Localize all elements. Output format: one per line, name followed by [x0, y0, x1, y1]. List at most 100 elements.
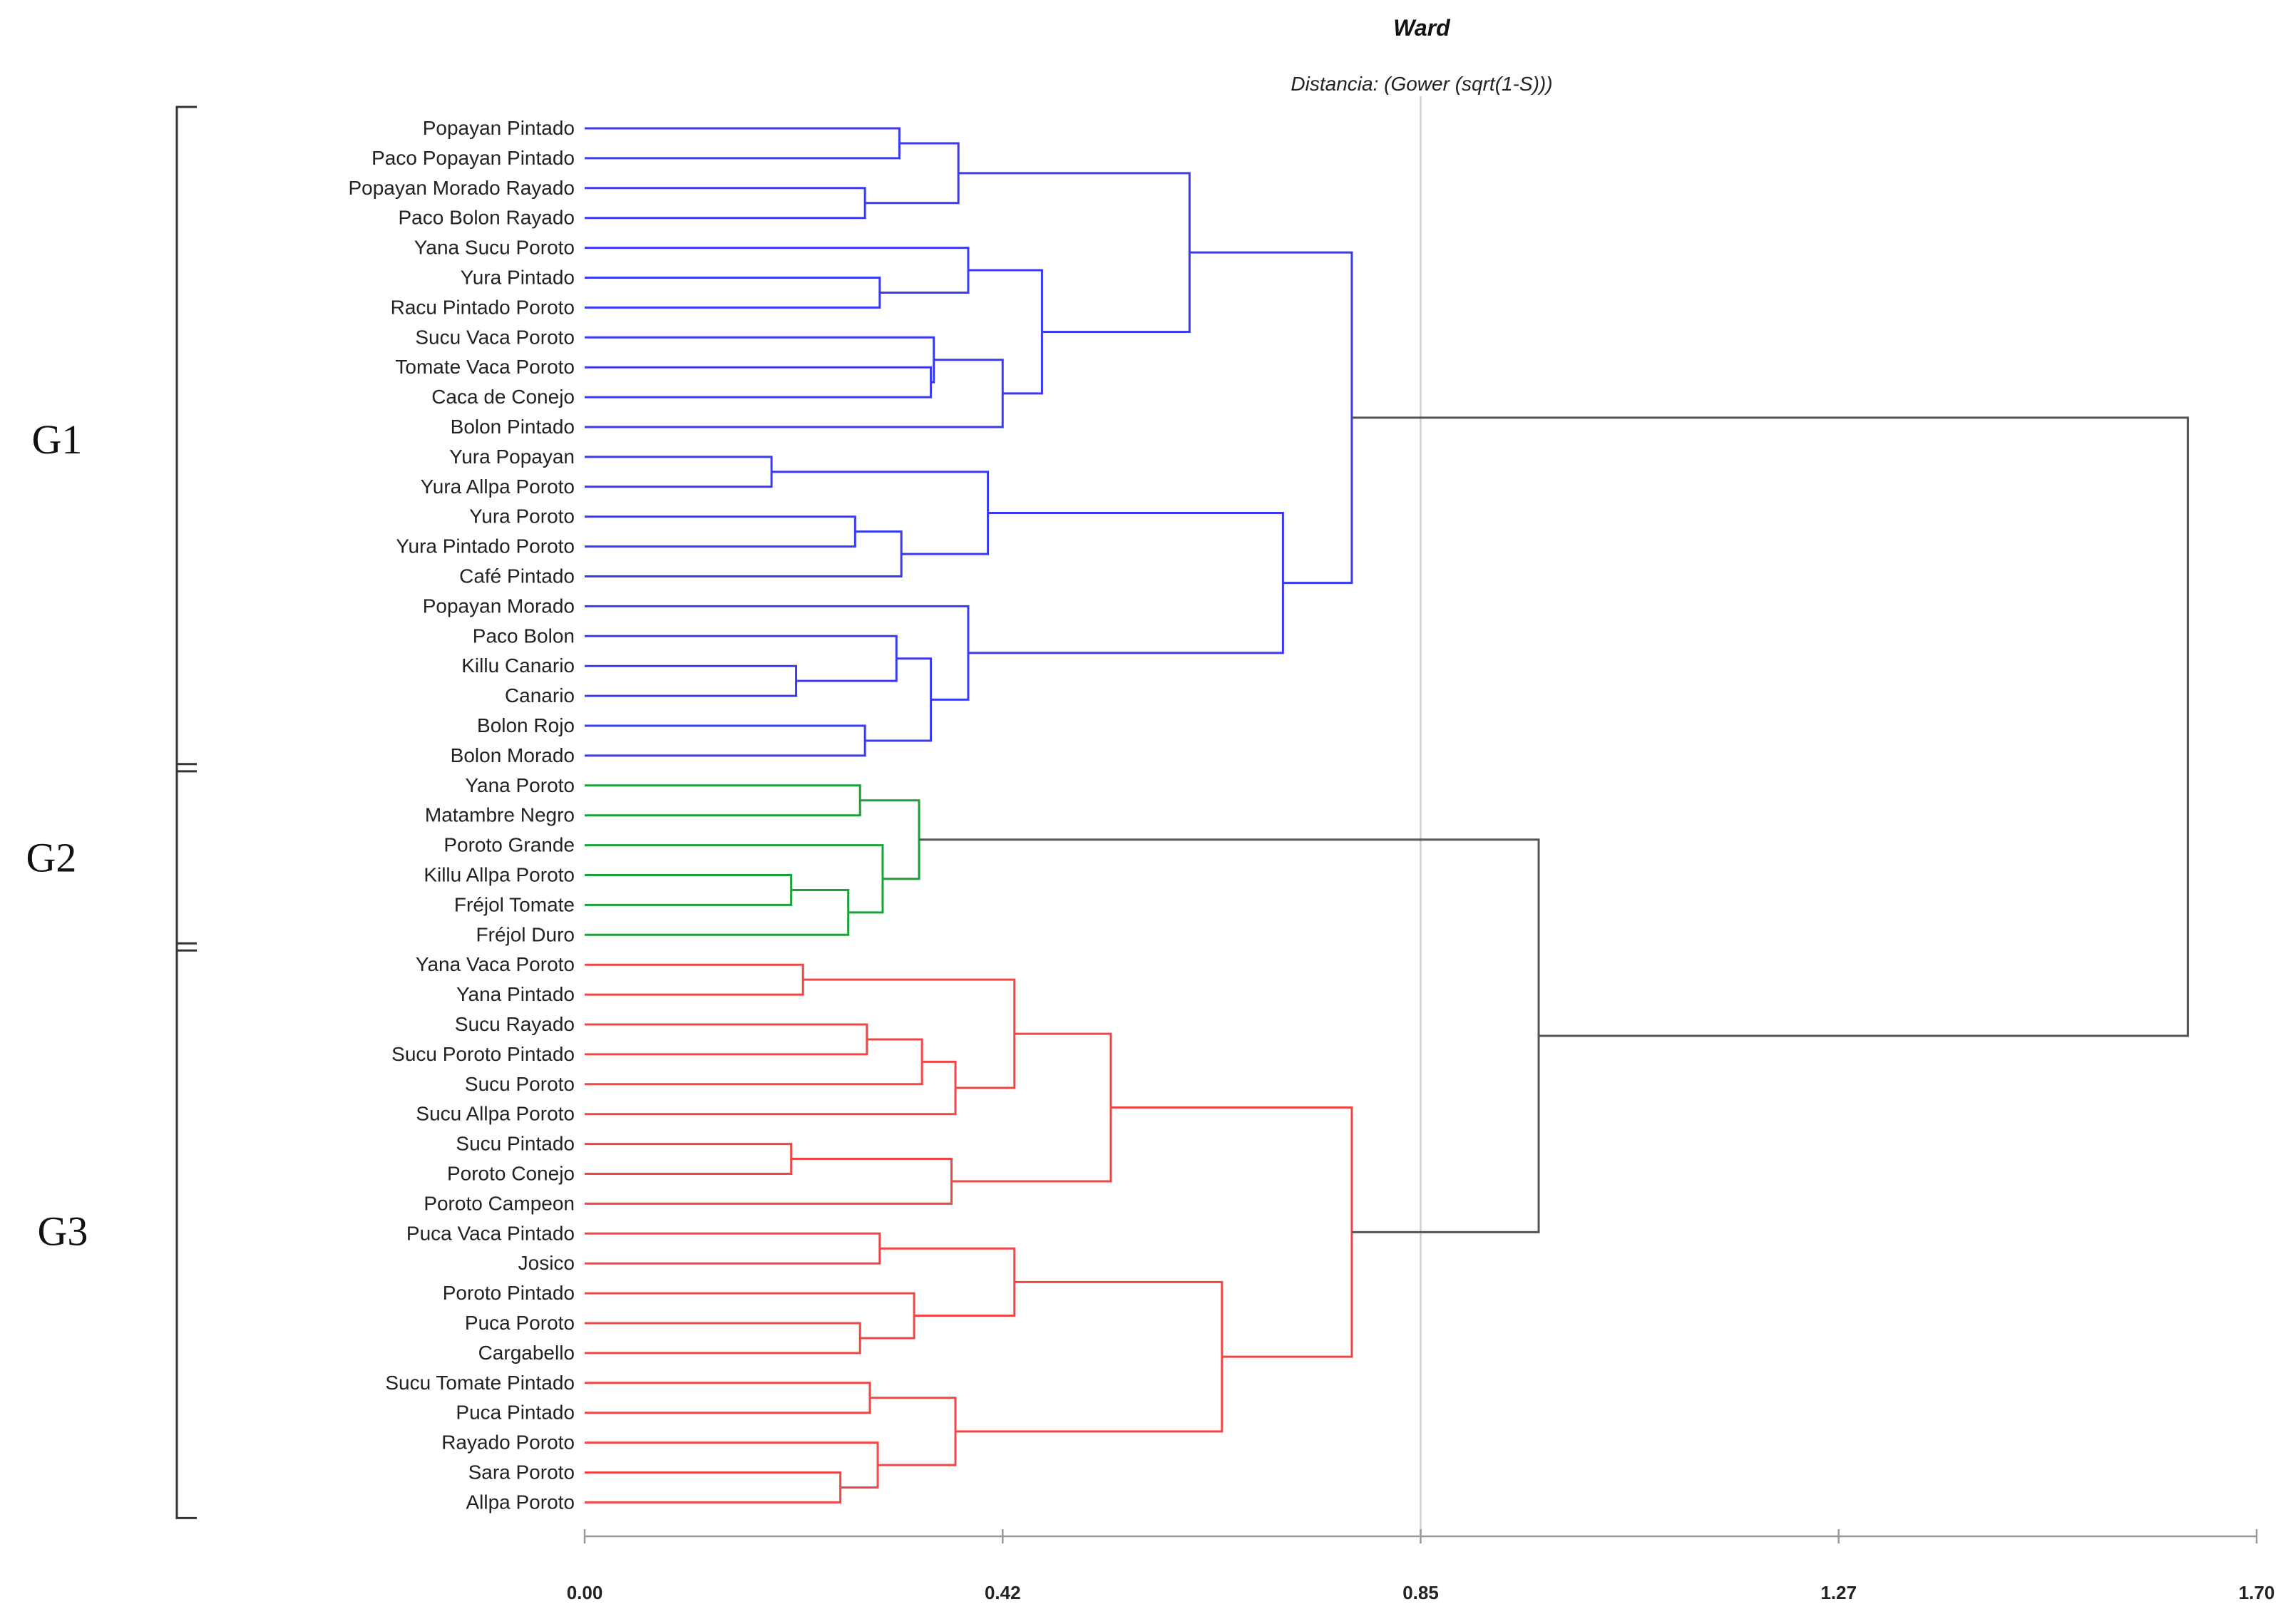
leaf-label: Bolon Rojo: [477, 714, 575, 736]
leaf-label: Yana Poroto: [465, 774, 575, 796]
leaf-label: Racu Pintado Poroto: [391, 296, 575, 318]
cluster-link: [1351, 416, 2189, 1037]
cluster-link: [879, 1247, 1016, 1317]
x-tick-label: 0.00: [567, 1582, 603, 1603]
cluster-link: [585, 1322, 861, 1355]
leaf-label: Allpa Poroto: [466, 1491, 575, 1513]
cluster-link: [585, 530, 903, 577]
leaf-label: Fréjol Tomate: [454, 893, 575, 915]
leaf-label: Sucu Tomate Pintado: [385, 1372, 575, 1394]
cluster-link: [585, 963, 804, 996]
cluster-link: [1110, 1106, 1353, 1358]
cluster-link: [958, 172, 1191, 333]
leaf-label: Sara Poroto: [468, 1461, 575, 1484]
cluster-link: [865, 142, 960, 205]
leaf-label: Fréjol Duro: [476, 923, 575, 945]
leaf-label: Matambre Negro: [425, 804, 575, 826]
cluster-link: [968, 511, 1284, 654]
cluster-link: [585, 187, 866, 220]
cluster-link: [951, 1032, 1112, 1183]
cluster-link: [585, 1232, 881, 1265]
cluster-link: [585, 1060, 957, 1116]
group-bracket: [175, 942, 197, 1519]
leaf-label: Yura Popayan: [449, 446, 575, 468]
chart-subtitle: Distancia: (Gower (sqrt(1-S))): [1291, 73, 1552, 95]
cluster-link: [860, 799, 920, 880]
group-label: G3: [38, 1208, 88, 1254]
cluster-link: [585, 1158, 953, 1205]
cluster-link: [585, 664, 798, 697]
leaf-label: Yana Sucu Poroto: [414, 237, 575, 259]
cluster-link: [870, 1397, 957, 1466]
leaf-label: Canario: [505, 684, 575, 706]
leaf-label: Tomate Vaca Poroto: [395, 356, 575, 378]
cluster-link: [771, 471, 990, 555]
cluster-link: [585, 359, 1004, 428]
leaf-label: Poroto Pintado: [443, 1282, 575, 1304]
leaf-label: Poroto Campeon: [424, 1192, 575, 1214]
leaf-label: Killu Canario: [461, 654, 575, 677]
leaf-label: Yura Pintado: [461, 267, 575, 289]
cluster-link: [585, 1023, 868, 1056]
x-tick-label: 0.42: [985, 1582, 1021, 1603]
cluster-link: [585, 634, 898, 682]
leaf-label: Sucu Pintado: [456, 1133, 575, 1155]
leaf-label: Yana Pintado: [456, 983, 575, 1005]
leaf-label: Yura Allpa Poroto: [421, 476, 575, 498]
cluster-link: [585, 1292, 915, 1340]
cluster-link: [585, 1038, 923, 1086]
leaf-label: Sucu Vaca Poroto: [415, 326, 575, 348]
leaf-label: Sucu Poroto: [465, 1073, 575, 1095]
cluster-link: [585, 784, 861, 817]
group-label: G1: [32, 416, 83, 463]
leaf-label: Paco Bolon Rayado: [398, 207, 575, 229]
group-label: G2: [26, 835, 77, 881]
cluster-link: [585, 277, 881, 309]
cluster-link: [585, 127, 901, 160]
leaf-label: Puca Pintado: [456, 1402, 575, 1424]
cluster-link: [585, 1382, 871, 1414]
leaf-label: Yana Vaca Poroto: [416, 953, 575, 975]
leaf-label: Poroto Grande: [443, 834, 575, 856]
cluster-link: [585, 724, 866, 757]
leaf-label: Puca Vaca Pintado: [406, 1222, 575, 1244]
chart-title: Ward: [1393, 15, 1451, 41]
cluster-link: [585, 888, 850, 936]
leaf-label: Sucu Poroto Pintado: [391, 1043, 575, 1065]
cluster-link: [585, 1471, 842, 1504]
group-bracket: [175, 106, 197, 773]
leaf-label: Cargabello: [478, 1342, 575, 1364]
leaf-label: Josico: [518, 1252, 575, 1274]
leaf-label: Yura Poroto: [469, 505, 575, 528]
x-tick-label: 0.85: [1402, 1582, 1439, 1603]
cluster-link: [1189, 251, 1353, 585]
cluster-link: [919, 838, 1540, 1233]
leaf-label: Bolon Morado: [451, 744, 575, 766]
x-tick-label: 1.27: [1820, 1582, 1857, 1603]
leaf-label: Rayado Poroto: [441, 1432, 575, 1454]
leaf-label: Paco Bolon: [473, 625, 575, 647]
cluster-link: [585, 456, 773, 488]
leaf-label: Puca Poroto: [465, 1312, 575, 1334]
leaf-label: Paco Popayan Pintado: [371, 147, 575, 169]
group-bracket: [175, 763, 197, 952]
x-tick-label: 1.70: [2239, 1582, 2275, 1603]
cluster-link: [585, 515, 856, 548]
leaf-label: Killu Allpa Poroto: [424, 864, 575, 886]
leaf-label: Bolon Pintado: [451, 416, 575, 438]
cluster-link: [865, 657, 933, 742]
cluster-link: [968, 269, 1043, 395]
leaf-label: Sucu Allpa Poroto: [416, 1103, 575, 1125]
leaf-label: Popayan Pintado: [423, 117, 575, 139]
leaf-label: Café Pintado: [459, 565, 575, 587]
cluster-link: [585, 844, 884, 914]
cluster-link: [585, 874, 793, 906]
cluster-link: [585, 1441, 879, 1489]
leaf-label: Popayan Morado: [423, 595, 575, 617]
cluster-link: [585, 247, 970, 294]
cluster-link: [585, 336, 935, 384]
cluster-link: [955, 1280, 1224, 1433]
leaf-label: Caca de Conejo: [431, 386, 575, 408]
leaf-label: Sucu Rayado: [455, 1013, 575, 1035]
